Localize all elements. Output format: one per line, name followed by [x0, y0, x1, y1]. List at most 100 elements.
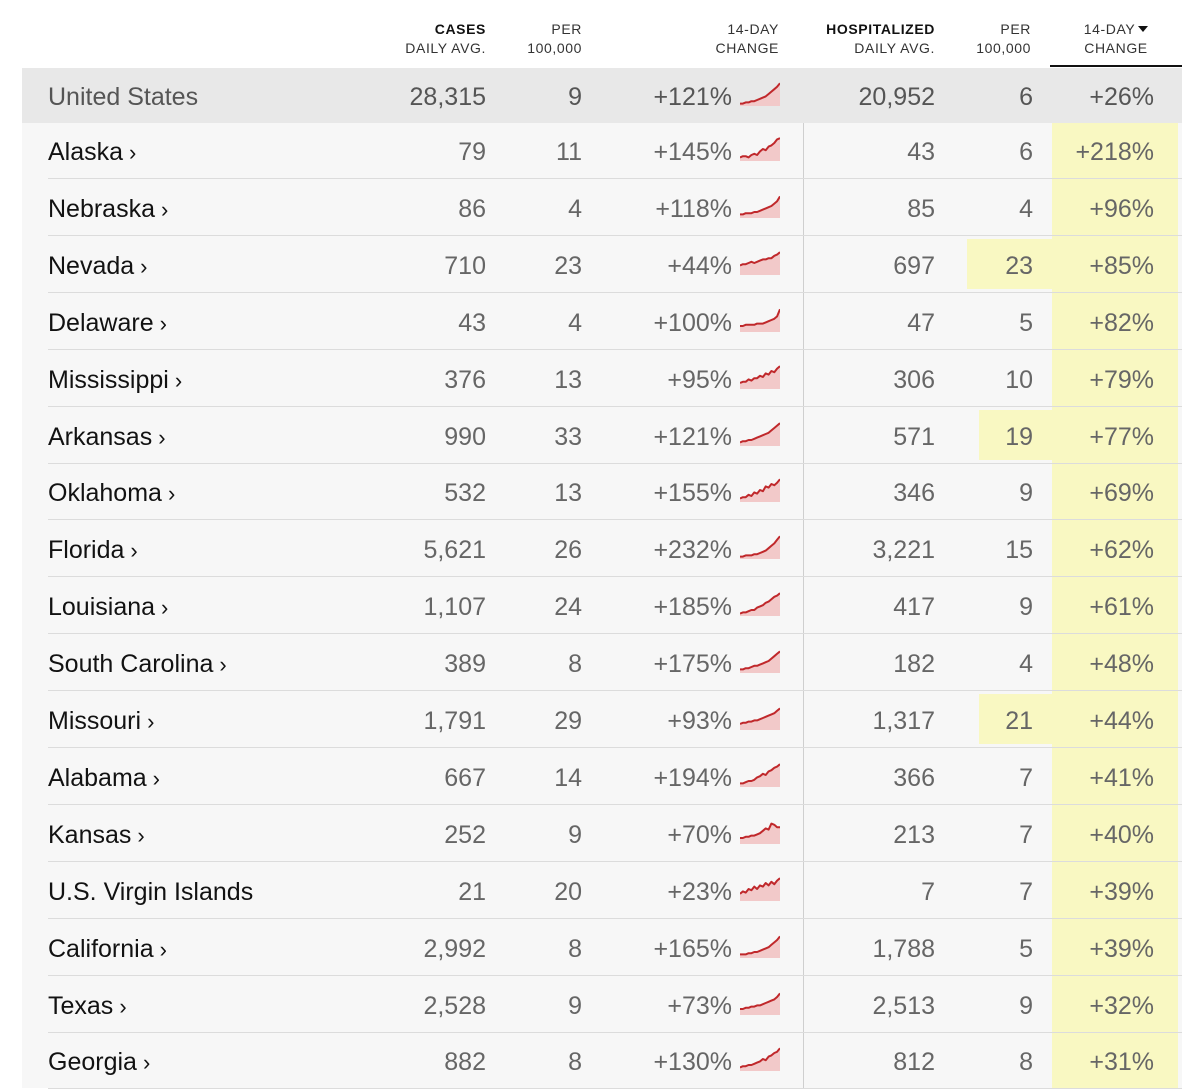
location-name[interactable]: Kansas ›	[48, 806, 145, 862]
cases-daily-avg: 532	[444, 479, 486, 508]
sparkline-area	[740, 422, 780, 446]
chevron-right-icon[interactable]: ›	[161, 196, 169, 222]
table-row[interactable]: Georgia › 882 8 +130% 812 8 +31%	[22, 1033, 1182, 1090]
chevron-right-icon[interactable]: ›	[147, 709, 155, 734]
table-row[interactable]: Texas › 2,528 9 +73% 2,513 9 +32%	[22, 977, 1182, 1033]
row-divider	[48, 576, 1182, 578]
chevron-right-icon[interactable]: ›	[174, 367, 183, 393]
cases-per-100k: 13	[554, 365, 582, 394]
table-row[interactable]: Arkansas › 990 33 +121% 571 19 +77%	[22, 408, 1182, 464]
cases-14day-change: +121%	[653, 83, 732, 111]
hosp-14day-change: +31%	[1089, 1048, 1154, 1077]
table-row[interactable]: Nevada › 710 23 +44% 697 23 +85%	[22, 237, 1182, 293]
chevron-right-icon[interactable]: ›	[119, 993, 127, 1019]
location-name[interactable]: Alabama ›	[48, 749, 160, 805]
table-row[interactable]: California › 2,992 8 +165% 1,788 5 +39%	[22, 920, 1182, 976]
row-divider	[48, 234, 1182, 236]
sparkline-line	[740, 763, 780, 785]
cases-14day-change: +130%	[653, 1048, 732, 1077]
location-name-text: Alabama	[48, 763, 147, 792]
sparkline-line	[740, 650, 780, 671]
hosp-14day-change: +39%	[1089, 934, 1154, 963]
cases-daily-avg: 1,791	[423, 707, 486, 735]
location-name-text: Florida	[48, 536, 125, 565]
chevron-right-icon[interactable]: ›	[130, 538, 138, 564]
header-cases-daily-avg[interactable]: CASES DAILY AVG.	[380, 20, 486, 58]
chevron-right-icon[interactable]: ›	[219, 652, 227, 678]
chevron-right-icon[interactable]: ›	[137, 822, 145, 848]
table-row[interactable]: Oklahoma › 532 13 +155% 346 9 +69%	[22, 464, 1182, 521]
location-name[interactable]: Arkansas ›	[48, 408, 166, 464]
location-name-text: Arkansas	[48, 422, 153, 451]
chevron-right-icon[interactable]: ›	[158, 424, 166, 450]
table-row[interactable]: Mississippi › 376 13 +95% 306 10 +79%	[22, 351, 1182, 407]
location-name[interactable]: Delaware ›	[48, 294, 167, 350]
location-name[interactable]: Georgia ›	[48, 1033, 150, 1089]
table-row[interactable]: Louisiana › 1,107 24 +185% 417 9 +61%	[22, 578, 1182, 635]
location-name[interactable]: Louisiana ›	[48, 578, 168, 634]
cases-daily-avg: 5,621	[423, 536, 486, 565]
hosp-per-100k: 6	[1019, 83, 1033, 111]
cases-per-100k: 29	[554, 707, 582, 735]
sparkline-chart	[740, 195, 780, 218]
hospitalized-daily-avg: 43	[907, 138, 935, 166]
chevron-right-icon[interactable]: ›	[152, 765, 160, 791]
chevron-right-icon[interactable]: ›	[159, 936, 167, 962]
location-name[interactable]: Florida ›	[48, 521, 138, 577]
location-name[interactable]: Nevada ›	[48, 237, 148, 293]
row-divider	[48, 348, 1182, 350]
row-divider	[48, 291, 1182, 293]
hosp-14day-change: +82%	[1089, 308, 1154, 337]
chevron-right-icon[interactable]: ›	[161, 595, 169, 621]
hospitalized-daily-avg: 306	[893, 365, 935, 394]
location-name[interactable]: South Carolina ›	[48, 635, 227, 691]
row-divider	[48, 917, 1182, 919]
row-divider	[48, 633, 1182, 635]
table-row[interactable]: Nebraska › 86 4 +118% 85 4 +96%	[22, 180, 1182, 236]
header-cases-per-100k[interactable]: PER 100,000	[500, 20, 582, 58]
chevron-right-icon[interactable]: ›	[140, 253, 148, 279]
hosp-14day-change: +62%	[1089, 536, 1154, 565]
header-hospitalized-daily-avg[interactable]: HOSPITALIZED DAILY AVG.	[810, 20, 935, 58]
location-name[interactable]: Texas ›	[48, 977, 127, 1033]
table-row[interactable]: South Carolina › 389 8 +175% 182 4 +48%	[22, 635, 1182, 692]
hosp-per-100k: 19	[1005, 422, 1033, 451]
table-row[interactable]: Florida › 5,621 26 +232% 3,221 15 +62%	[22, 521, 1182, 578]
table-row[interactable]: Alabama › 667 14 +194% 366 7 +41%	[22, 749, 1182, 805]
hosp-per-100k: 8	[1019, 1048, 1033, 1077]
table-row[interactable]: Alaska › 79 11 +145% 43 6 +218%	[22, 123, 1182, 179]
location-name[interactable]: Oklahoma ›	[48, 464, 175, 520]
cases-daily-avg: 710	[444, 251, 486, 280]
cases-daily-avg: 2,528	[423, 991, 486, 1020]
location-name[interactable]: Missouri ›	[48, 692, 154, 748]
sparkline-line	[740, 251, 780, 267]
header-hosp-per-100k[interactable]: PER 100,000	[950, 20, 1031, 58]
hosp-per-100k: 15	[1005, 536, 1033, 565]
cases-per-100k: 11	[556, 138, 582, 166]
location-name-text: United States	[48, 83, 199, 111]
location-name[interactable]: Mississippi ›	[48, 351, 182, 407]
chevron-right-icon[interactable]: ›	[159, 310, 167, 336]
sparkline-chart	[740, 365, 780, 389]
location-name[interactable]: Alaska ›	[48, 123, 136, 179]
location-name-text: Missouri	[48, 707, 142, 735]
sparkline-area	[740, 138, 780, 161]
chevron-right-icon[interactable]: ›	[167, 481, 176, 507]
table-row: U.S. Virgin Islands 21 20 +23% 7 7 +39%	[22, 863, 1182, 919]
chevron-right-icon[interactable]: ›	[142, 1050, 151, 1076]
hosp-per-100k: 9	[1019, 991, 1033, 1020]
location-name-text: U.S. Virgin Islands	[48, 877, 254, 906]
table-row[interactable]: Missouri › 1,791 29 +93% 1,317 21 +44%	[22, 692, 1182, 748]
sparkline-line	[740, 992, 780, 1010]
caret-down-icon[interactable]	[1138, 26, 1149, 32]
location-name[interactable]: Nebraska ›	[48, 180, 168, 236]
sparkline-line	[740, 535, 780, 558]
header-hosp-14day-change[interactable]: 14-DAY CHANGE	[1060, 20, 1172, 58]
header-cases-14day-change[interactable]: 14-DAY CHANGE	[680, 20, 779, 58]
table-row[interactable]: Delaware › 43 4 +100% 47 5 +82%	[22, 294, 1182, 350]
chevron-right-icon[interactable]: ›	[129, 140, 137, 165]
location-name[interactable]: California ›	[48, 920, 167, 976]
table-row[interactable]: Kansas › 252 9 +70% 213 7 +40%	[22, 806, 1182, 862]
hospitalized-daily-avg: 346	[893, 479, 935, 508]
cases-per-100k: 20	[554, 877, 582, 906]
